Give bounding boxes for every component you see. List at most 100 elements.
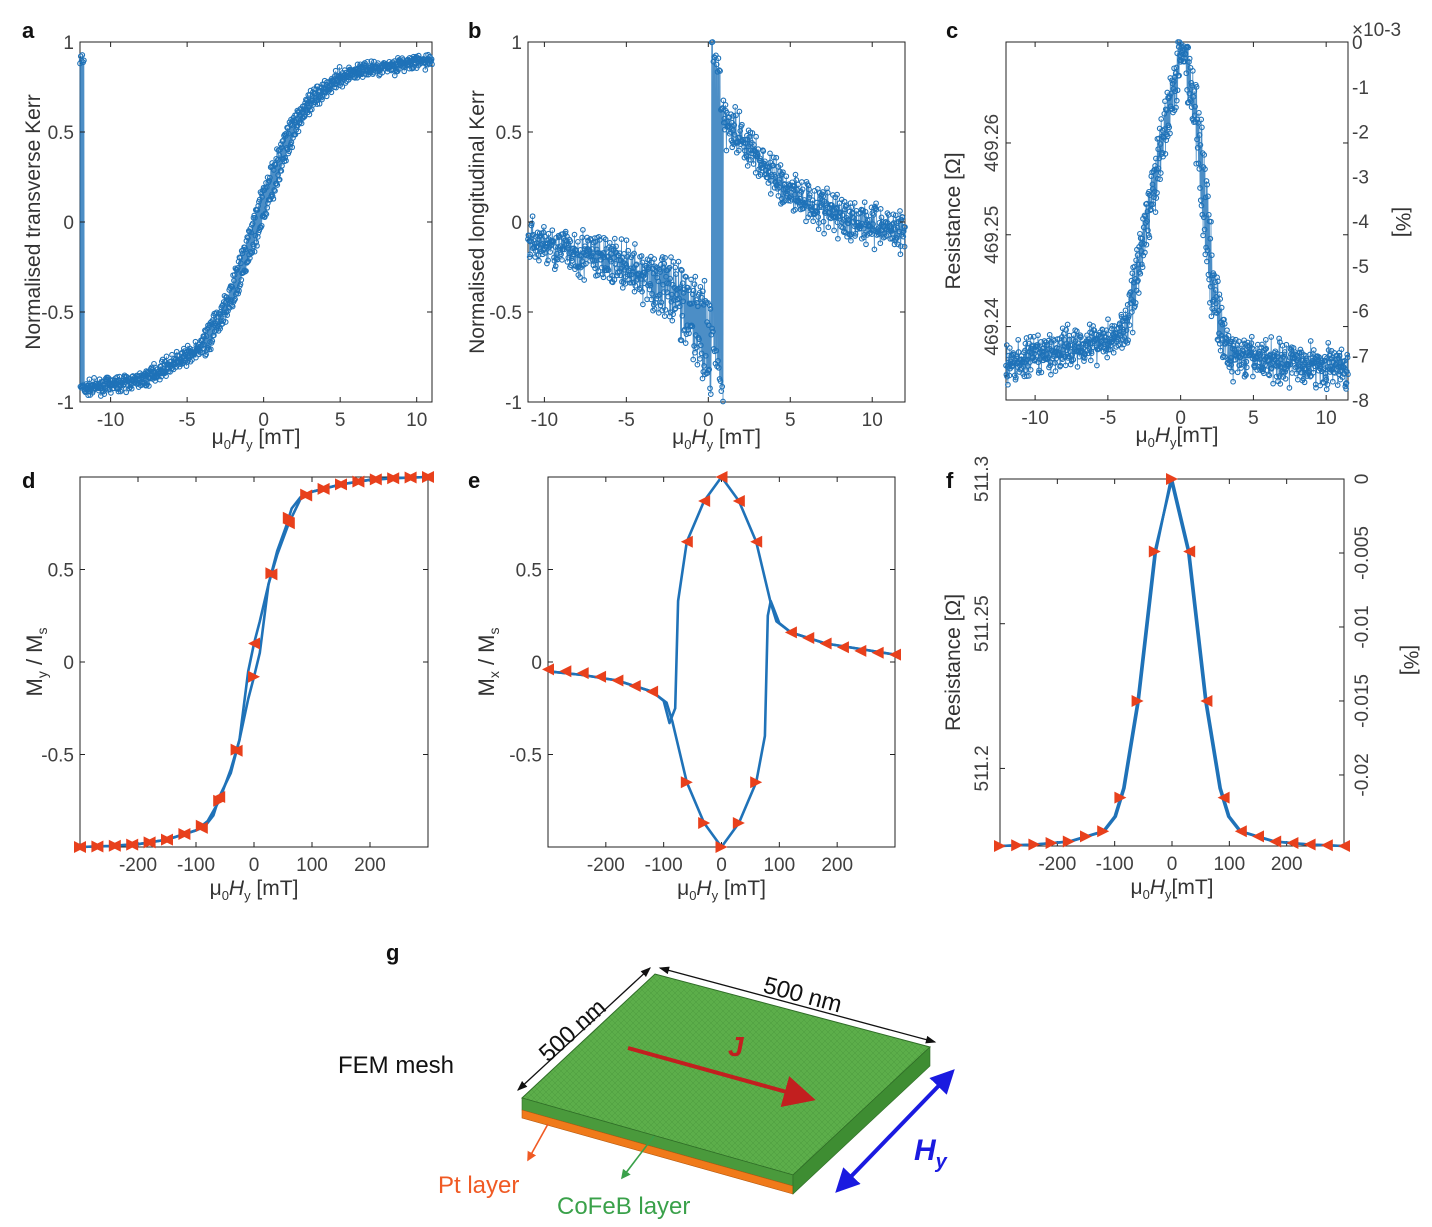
data-point (1228, 362, 1235, 368)
data-point (1204, 181, 1211, 188)
data-point (1147, 207, 1154, 214)
data-point (1313, 384, 1319, 391)
data-point (283, 130, 290, 137)
data-point (1343, 386, 1349, 392)
data-point (870, 212, 877, 218)
data-point (733, 112, 739, 119)
data-point (237, 255, 243, 261)
data-point (1213, 300, 1219, 307)
data-point (333, 84, 339, 91)
x-axis-label: μ0Hy [mT] (677, 877, 766, 903)
data-point (547, 249, 554, 255)
data-point (1207, 235, 1214, 242)
data-marker (1217, 791, 1230, 804)
x-tick-label: -5 (179, 410, 196, 431)
data-point (276, 176, 283, 183)
data-point (852, 230, 859, 237)
data-point (1035, 370, 1042, 376)
field-arrow (835, 1069, 955, 1193)
data-point (1158, 116, 1165, 122)
data-point (201, 341, 208, 348)
data-point (689, 323, 696, 330)
data-point (767, 191, 774, 197)
data-point (1208, 252, 1215, 259)
data-point (123, 389, 130, 396)
data-point (1034, 342, 1041, 348)
data-point (1018, 365, 1025, 371)
data-point (600, 274, 607, 281)
data-point (1201, 152, 1208, 158)
data-point (1046, 331, 1053, 338)
data-point (81, 57, 87, 64)
y-tick-label: 0.5 (48, 123, 74, 144)
data-point (810, 218, 817, 225)
y-label-sub2: s (34, 628, 50, 635)
data-marker (1062, 835, 1075, 848)
data-point (809, 197, 816, 204)
data-marker (91, 840, 104, 853)
data-point (1283, 341, 1290, 348)
data-point (1150, 201, 1157, 207)
data-point (1303, 357, 1310, 364)
data-marker (300, 489, 313, 502)
data-point (605, 267, 612, 273)
data-marker (335, 478, 347, 491)
data-point (1154, 175, 1161, 182)
data-marker (108, 839, 121, 852)
data-point (1297, 346, 1304, 353)
y2-tick-label: -0.01 (1352, 605, 1373, 648)
data-point (1243, 372, 1249, 378)
data-point (1277, 381, 1284, 387)
data-point (1256, 359, 1263, 366)
data-point (757, 155, 763, 162)
data-point (619, 284, 626, 291)
data-point (316, 100, 323, 107)
data-point (1027, 366, 1034, 373)
data-point (238, 277, 245, 283)
data-marker (387, 472, 400, 485)
y2-tick-label: -4 (1352, 212, 1369, 233)
data-point (261, 214, 268, 220)
data-point (689, 291, 696, 298)
x-tick-label: -100 (177, 855, 215, 876)
data-point (696, 336, 702, 343)
data-point (1197, 142, 1204, 148)
data-marker (1148, 545, 1161, 558)
data-point (1317, 382, 1324, 389)
data-point (1191, 112, 1198, 119)
down-branch-line (547, 475, 896, 725)
data-marker (698, 816, 711, 829)
x-label-suby: y (707, 437, 714, 452)
data-point (1035, 332, 1041, 339)
data-point (678, 337, 685, 344)
data-point (829, 202, 835, 208)
y2-tick-label: -0.005 (1352, 526, 1373, 580)
data-point (1262, 346, 1269, 353)
dim-arrow-top (658, 966, 937, 1044)
data-marker (1080, 830, 1092, 843)
data-point (719, 105, 726, 111)
data-point (228, 283, 235, 290)
data-point (1336, 371, 1342, 378)
data-marker (143, 836, 156, 849)
data-point (248, 250, 255, 257)
data-point (1218, 304, 1225, 311)
data-point (562, 228, 569, 235)
x-tick-label: -10 (97, 410, 124, 431)
data-point (662, 307, 669, 313)
data-point (698, 350, 705, 357)
data-point (591, 257, 598, 264)
data-marker (646, 685, 659, 698)
data-point (1191, 88, 1198, 94)
data-point (1015, 336, 1022, 343)
data-point (1126, 322, 1133, 328)
data-marker (1338, 840, 1350, 852)
data-point (581, 277, 588, 283)
x-tick-label: 0 (1167, 854, 1178, 875)
data-point (249, 220, 256, 227)
data-point (621, 251, 627, 257)
data-point (1197, 197, 1204, 204)
data-point (243, 238, 250, 244)
data-marker (611, 674, 624, 687)
